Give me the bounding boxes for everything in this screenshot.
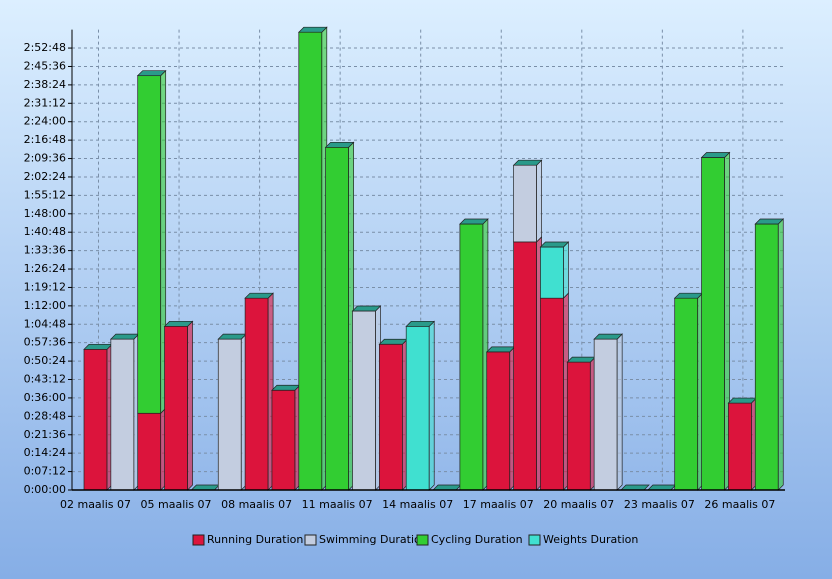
y-tick-label: 0:36:00	[24, 391, 66, 404]
bar-top	[351, 305, 382, 312]
bar-segment	[352, 310, 376, 491]
bar-segment	[728, 402, 752, 491]
legend-swatch	[416, 534, 429, 546]
x-tick-label: 05 maalis 07	[141, 498, 212, 511]
y-tick-label: 1:26:24	[24, 262, 66, 275]
bar-top	[566, 356, 597, 363]
bar-top	[593, 333, 623, 340]
bar-segment	[137, 75, 162, 414]
legend-swatch	[528, 534, 541, 546]
legend-label: Cycling Duration	[431, 533, 523, 546]
bar-top	[405, 320, 436, 327]
bar-top	[754, 218, 785, 225]
bar-top	[673, 292, 704, 299]
y-tick-label: 0:28:48	[24, 409, 66, 422]
x-tick-label: 17 maalis 07	[463, 498, 534, 511]
bar-top	[512, 159, 543, 166]
bar-top	[297, 26, 328, 33]
bar-top	[539, 241, 570, 248]
y-tick-label: 2:16:48	[24, 133, 66, 146]
bar-top	[324, 141, 355, 148]
y-tick-label: 2:31:12	[24, 96, 66, 109]
bar-segment	[674, 297, 699, 491]
bar-segment	[754, 223, 779, 491]
legend-swatch	[304, 534, 317, 546]
y-tick-label: 2:38:24	[24, 78, 66, 91]
bar-segment	[513, 164, 537, 243]
bar-segment	[83, 348, 108, 491]
y-tick-label: 0:57:36	[24, 336, 66, 349]
bar-segment	[513, 241, 537, 491]
bar-top	[244, 292, 274, 299]
legend-label: Running Duration	[207, 533, 303, 546]
x-tick-label: 02 maalis 07	[60, 498, 131, 511]
bar-segment	[271, 389, 296, 491]
y-tick-label: 0:43:12	[24, 373, 66, 386]
bar-segment	[298, 31, 323, 491]
x-tick-label: 11 maalis 07	[302, 498, 373, 511]
y-tick-label: 0:50:24	[24, 354, 66, 367]
bar-side	[563, 241, 569, 300]
y-tick-label: 2:24:00	[24, 115, 66, 128]
legend-swatch	[192, 534, 205, 546]
bar-top	[83, 343, 113, 350]
x-tick-label: 20 maalis 07	[543, 498, 614, 511]
y-tick-label: 1:48:00	[24, 207, 66, 220]
x-tick-label: 08 maalis 07	[221, 498, 292, 511]
bar-segment	[701, 157, 725, 491]
bar-side	[777, 218, 784, 491]
x-tick-label: 23 maalis 07	[624, 498, 695, 511]
bar-side	[536, 159, 542, 243]
y-tick-label: 1:55:12	[24, 188, 66, 201]
bar-top	[459, 218, 489, 225]
bar-top	[136, 70, 167, 77]
bar-segment	[325, 146, 349, 491]
legend-label: Weights Duration	[543, 533, 638, 546]
y-tick-label: 0:07:12	[24, 465, 66, 478]
bar-top	[700, 152, 731, 158]
bar-side	[616, 333, 623, 491]
bar-side	[187, 320, 193, 491]
bar-top	[110, 333, 140, 340]
bar-side	[428, 320, 435, 491]
y-tick-label: 2:52:48	[24, 41, 66, 54]
bar-segment	[137, 412, 162, 491]
y-tick-label: 2:45:36	[24, 59, 66, 72]
y-tick-label: 0:21:36	[24, 428, 66, 441]
y-tick-label: 1:33:36	[24, 244, 66, 257]
y-tick-label: 2:02:24	[24, 170, 66, 183]
bar-segment	[244, 297, 269, 491]
bar-top	[378, 338, 409, 345]
bar-top	[163, 320, 194, 327]
bar-segment	[379, 343, 403, 491]
bar-segment	[566, 361, 591, 491]
bar-top	[271, 384, 301, 391]
bar-top	[485, 346, 516, 353]
bar-segment	[593, 338, 618, 491]
bar-segment	[110, 338, 135, 491]
bar-top	[217, 333, 248, 340]
bar-segment	[486, 351, 511, 491]
bar-segment	[164, 325, 188, 491]
y-tick-label: 1:40:48	[24, 225, 66, 238]
bar-segment	[540, 297, 564, 491]
y-tick-label: 1:12:00	[24, 299, 66, 312]
y-tick-label: 1:04:48	[24, 317, 66, 330]
y-tick-label: 2:09:36	[24, 152, 66, 165]
y-tick-label: 0:00:00	[24, 483, 66, 496]
y-tick-label: 0:14:24	[24, 446, 66, 459]
bar-segment	[217, 338, 242, 491]
legend-label: Swimming Duration	[319, 533, 428, 546]
y-tick-label: 1:19:12	[24, 280, 66, 293]
x-tick-label: 26 maalis 07	[704, 498, 775, 511]
bar-segment	[540, 246, 564, 299]
bar-segment	[405, 325, 430, 491]
bar-segment	[459, 223, 484, 491]
bar-top	[727, 397, 758, 404]
x-tick-label: 14 maalis 07	[382, 498, 453, 511]
